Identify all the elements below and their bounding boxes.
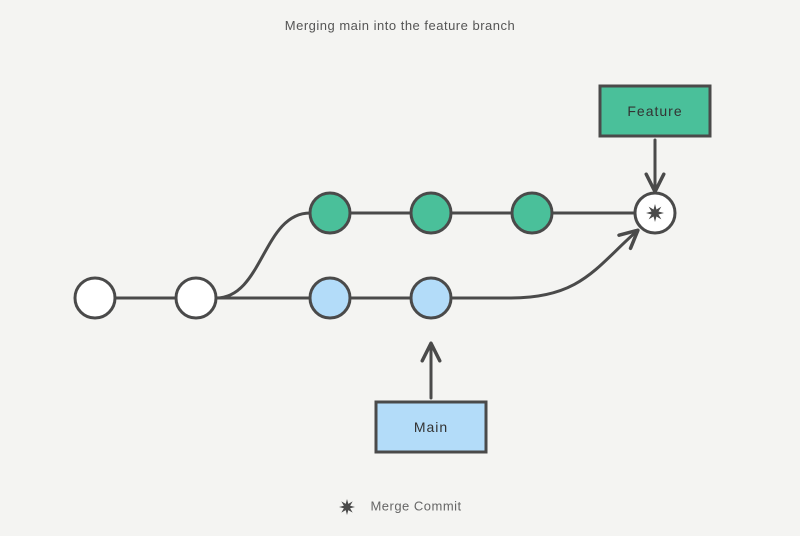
commit-node [310, 193, 350, 233]
edge-scurve [216, 213, 310, 298]
commit-node [310, 278, 350, 318]
merge-star-icon [646, 204, 664, 222]
diagram-title: Merging main into the feature branch [0, 18, 800, 33]
git-merge-diagram: Feature Main [0, 0, 800, 536]
commit-node [411, 193, 451, 233]
merge-commit-icon [338, 498, 356, 516]
legend-label: Merge Commit [370, 498, 461, 513]
merge-arrow [451, 231, 637, 298]
commit-node [75, 278, 115, 318]
commit-node [411, 278, 451, 318]
feature-label: Feature [627, 103, 682, 119]
commit-node [512, 193, 552, 233]
legend: Merge Commit [0, 498, 800, 516]
main-label: Main [414, 419, 448, 435]
commit-node [176, 278, 216, 318]
